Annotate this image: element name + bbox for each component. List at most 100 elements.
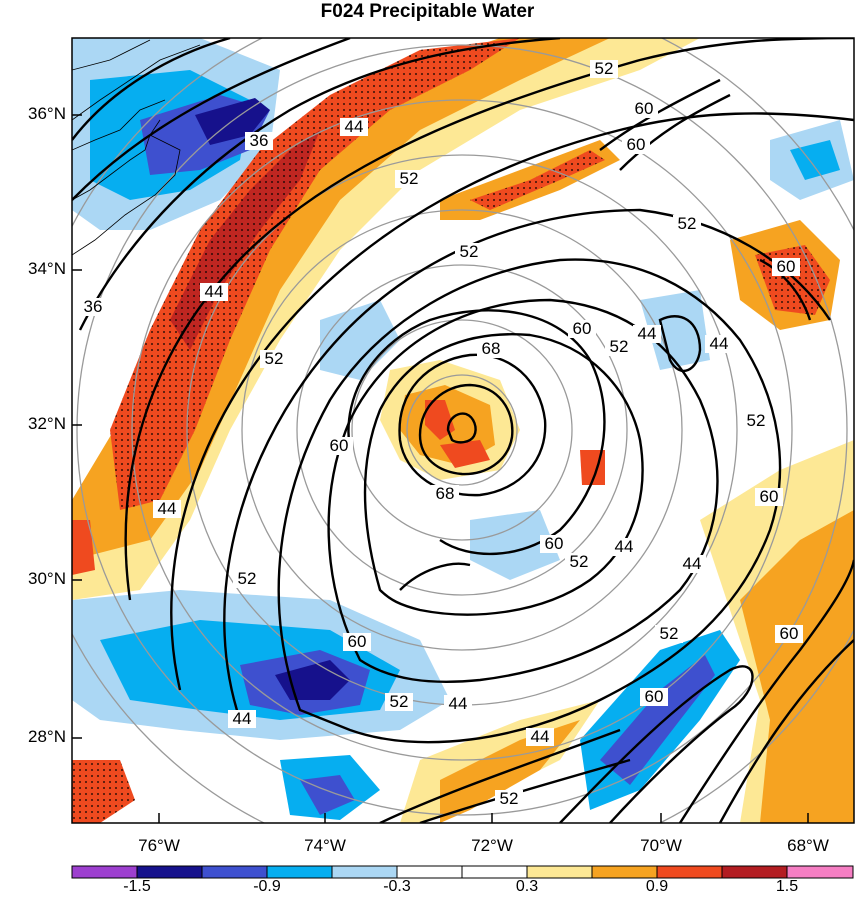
contour-label-60f: 60 — [540, 534, 568, 553]
colorbar-swatch — [657, 866, 722, 878]
positive-anomaly-shading — [72, 38, 854, 823]
contour-label-60d: 60 — [325, 436, 353, 455]
svg-text:44: 44 — [710, 334, 729, 353]
contour-label-60j: 60 — [772, 257, 800, 276]
svg-text:52: 52 — [238, 569, 257, 588]
svg-text:68: 68 — [436, 484, 455, 503]
contour-label-44j: 44 — [633, 324, 661, 343]
lat-label-36n: 36°N — [28, 104, 66, 123]
svg-text:44: 44 — [683, 554, 702, 573]
contour-label-68b: 68 — [431, 484, 459, 503]
contour-label-60h: 60 — [755, 487, 783, 506]
contour-label-36a: 36 — [245, 131, 273, 150]
colorbar-label: 1.5 — [775, 878, 799, 895]
lon-label-74w: 74°W — [304, 836, 346, 855]
contour-label-44a: 44 — [340, 117, 368, 136]
contour-label-52i: 52 — [655, 624, 683, 643]
svg-text:52: 52 — [570, 552, 589, 571]
contour-label-44e: 44 — [444, 694, 472, 713]
colorbar-label: -0.3 — [383, 878, 411, 895]
contour-label-52d: 52 — [673, 214, 701, 233]
svg-text:52: 52 — [265, 349, 284, 368]
colorbar-swatch — [592, 866, 657, 878]
lon-label-70w: 70°W — [640, 836, 682, 855]
map-frame — [71, 37, 855, 824]
colorbar-label: -1.5 — [123, 878, 151, 895]
contour-label-52l: 52 — [495, 789, 523, 808]
lon-label-72w: 72°W — [471, 836, 513, 855]
svg-text:60: 60 — [627, 135, 646, 154]
contour-label-52e: 52 — [260, 349, 288, 368]
contour-label-52f: 52 — [233, 569, 261, 588]
contour-label-60c: 60 — [568, 319, 596, 338]
svg-text:60: 60 — [330, 436, 349, 455]
svg-text:60: 60 — [760, 487, 779, 506]
svg-text:60: 60 — [777, 257, 796, 276]
svg-text:52: 52 — [747, 411, 766, 430]
colorbar-label: 0.9 — [645, 878, 669, 895]
contour-label-60i: 60 — [775, 624, 803, 643]
colorbar-swatch — [787, 866, 853, 878]
lat-label-32n: 32°N — [28, 414, 66, 433]
contour-label-52j: 52 — [742, 411, 770, 430]
pw-contours — [72, 38, 854, 823]
colorbar-swatch — [462, 866, 527, 878]
svg-text:52: 52 — [678, 214, 697, 233]
svg-text:52: 52 — [595, 59, 614, 78]
contour-label-52c: 52 — [455, 242, 483, 261]
svg-text:68: 68 — [482, 339, 501, 358]
contour-label-44f: 44 — [526, 727, 554, 746]
svg-text:44: 44 — [615, 537, 634, 556]
svg-text:60: 60 — [573, 319, 592, 338]
contour-label-52g: 52 — [385, 692, 413, 711]
contour-label-52k: 52 — [605, 337, 633, 356]
svg-text:36: 36 — [250, 131, 269, 150]
svg-text:52: 52 — [660, 624, 679, 643]
coastline — [72, 39, 201, 256]
precipitable-water-field: 36 36 44 44 44 44 44 44 44 44 44 44 52 5… — [72, 38, 854, 823]
contour-label-60a: 60 — [630, 99, 658, 118]
contour-label-44g: 44 — [610, 537, 638, 556]
svg-text:44: 44 — [158, 499, 177, 518]
contour-label-44c: 44 — [153, 499, 181, 518]
contour-label-52h: 52 — [565, 552, 593, 571]
colorbar-label: 0.3 — [515, 878, 539, 895]
lat-label-34n: 34°N — [28, 259, 66, 278]
svg-text:60: 60 — [545, 534, 564, 553]
contour-labels: 36 36 44 44 44 44 44 44 44 44 44 44 52 5… — [80, 59, 803, 808]
contour-label-44h: 44 — [678, 554, 706, 573]
map-title: F024 Precipitable Water — [320, 1, 535, 22]
svg-text:60: 60 — [780, 624, 799, 643]
colorbar-swatch — [722, 866, 787, 878]
lon-label-68w: 68°W — [787, 836, 829, 855]
colorbar — [71, 865, 854, 879]
lat-label-28n: 28°N — [28, 727, 66, 746]
svg-text:44: 44 — [449, 694, 468, 713]
svg-text:52: 52 — [500, 789, 519, 808]
contour-label-44d: 44 — [228, 709, 256, 728]
svg-text:44: 44 — [345, 117, 364, 136]
colorbar-swatch — [72, 866, 137, 878]
contour-label-60b: 60 — [622, 135, 650, 154]
colorbar-swatch — [202, 866, 267, 878]
colorbar-swatch — [397, 866, 462, 878]
svg-text:44: 44 — [531, 727, 550, 746]
colorbar-swatch — [332, 866, 397, 878]
svg-text:60: 60 — [348, 632, 367, 651]
lat-label-30n: 30°N — [28, 569, 66, 588]
contour-label-68a: 68 — [477, 339, 505, 358]
axis-ticks — [72, 114, 809, 823]
colorbar-swatch — [267, 866, 332, 878]
svg-text:44: 44 — [638, 324, 657, 343]
svg-text:52: 52 — [610, 337, 629, 356]
svg-text:36: 36 — [84, 297, 103, 316]
svg-text:44: 44 — [233, 709, 252, 728]
svg-text:60: 60 — [635, 99, 654, 118]
svg-text:52: 52 — [400, 169, 419, 188]
colorbar-label: -0.9 — [253, 878, 281, 895]
svg-text:44: 44 — [205, 282, 224, 301]
svg-text:52: 52 — [390, 692, 409, 711]
lon-label-76w: 76°W — [138, 836, 180, 855]
contour-label-36b: 36 — [80, 297, 106, 316]
